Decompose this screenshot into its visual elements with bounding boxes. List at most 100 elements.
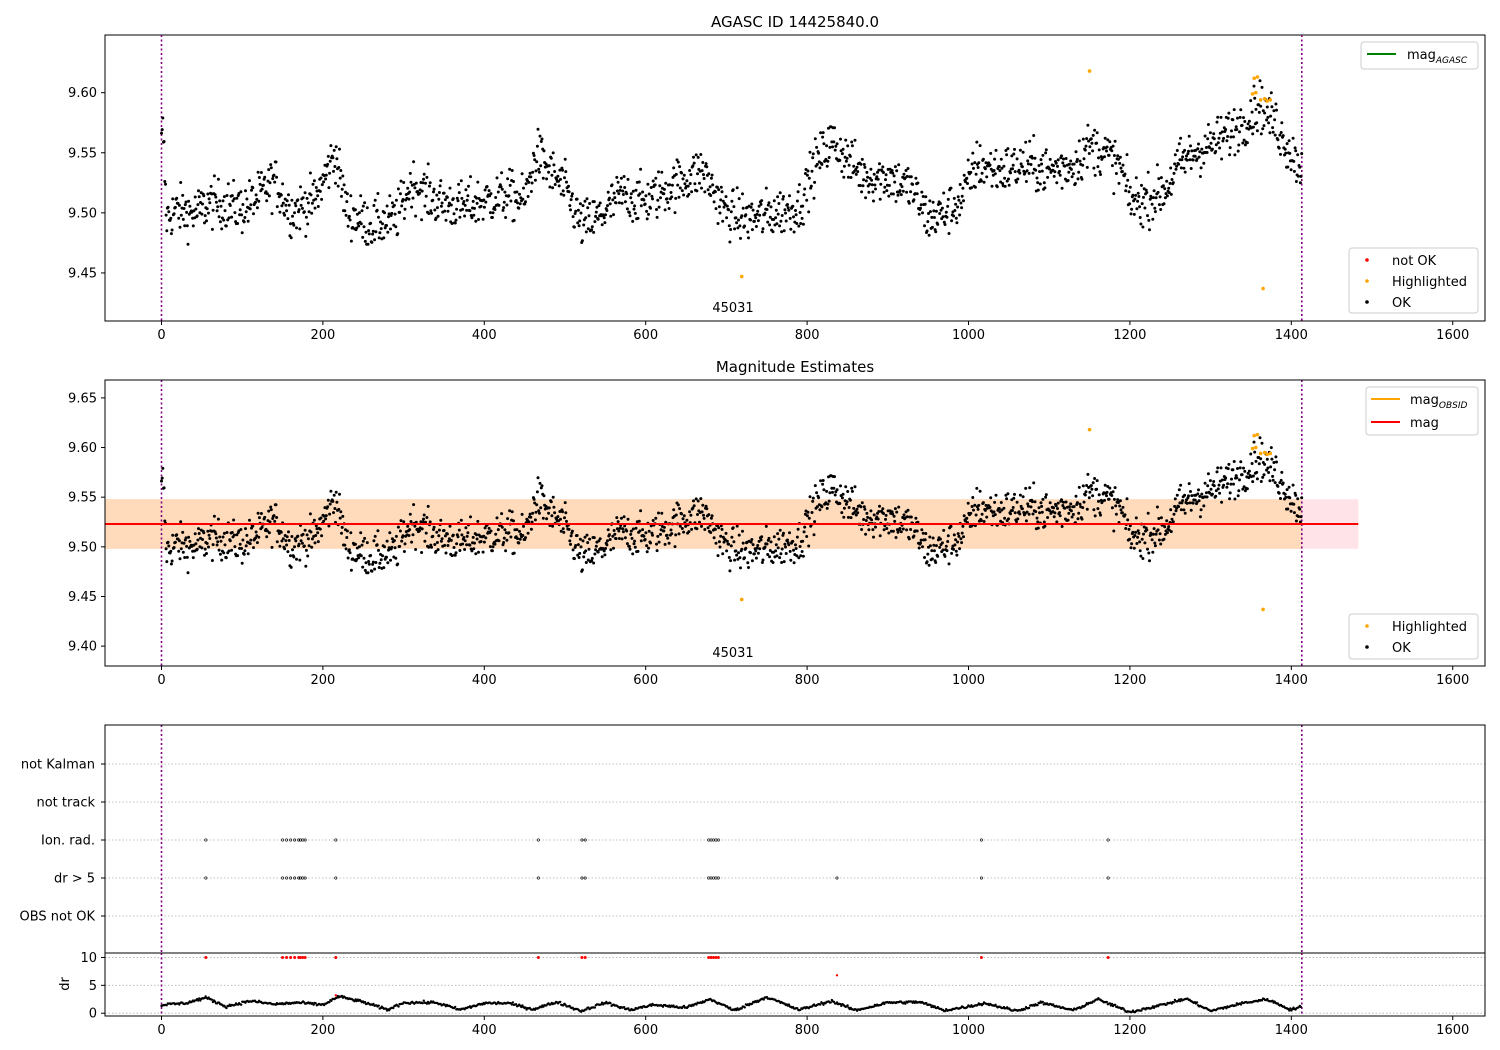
ok-point	[655, 215, 659, 219]
ok-point	[540, 484, 544, 488]
ok-point	[537, 511, 541, 515]
dr-flagged-point	[716, 955, 720, 959]
ok-point	[366, 571, 370, 575]
ok-point	[909, 528, 913, 531]
ok-point	[893, 519, 897, 523]
ok-point	[655, 549, 659, 553]
ok-point	[797, 183, 801, 187]
ok-point	[774, 543, 778, 547]
ok-point	[524, 536, 527, 540]
ok-point	[1170, 178, 1174, 181]
dr-point	[340, 994, 344, 998]
ok-point	[398, 192, 402, 196]
y-tick-label: 9.40	[68, 640, 97, 655]
dr-point	[210, 998, 213, 1001]
ok-point	[328, 159, 332, 163]
ok-point	[252, 212, 255, 216]
ok-point	[1270, 457, 1274, 461]
ok-point	[197, 532, 201, 535]
ok-point	[720, 527, 724, 531]
ok-point	[1214, 494, 1218, 498]
dr-point	[392, 1006, 395, 1010]
ok-point	[322, 519, 326, 523]
ok-point	[862, 163, 866, 166]
ok-point	[743, 556, 746, 560]
ok-point	[893, 165, 897, 169]
ok-point	[1228, 146, 1232, 150]
ok-point	[542, 149, 546, 153]
ok-point	[556, 515, 560, 519]
ok-point	[1241, 141, 1245, 145]
ok-point	[479, 204, 483, 208]
ok-point	[1209, 487, 1213, 491]
ok-point	[1299, 515, 1303, 519]
ok-point	[512, 218, 516, 222]
dr-flagged-point	[536, 955, 540, 959]
ok-point	[505, 538, 509, 542]
ok-point	[729, 210, 733, 214]
ok-point	[1153, 541, 1157, 545]
ok-point	[534, 169, 538, 173]
flag-point	[716, 876, 720, 880]
ok-point	[767, 536, 771, 540]
dr-point	[627, 1007, 630, 1010]
ok-point	[720, 190, 724, 194]
ok-point	[977, 161, 981, 165]
dr-flagged-point	[293, 955, 297, 959]
ok-point	[1092, 508, 1096, 512]
ok-point	[873, 183, 877, 187]
ok-point	[251, 524, 255, 528]
ok-point	[735, 553, 739, 557]
ok-point	[741, 529, 744, 533]
ok-point	[1040, 504, 1044, 508]
ok-point	[638, 192, 642, 196]
ok-point	[465, 543, 469, 547]
ok-point	[739, 566, 742, 570]
ok-point	[502, 200, 506, 204]
ok-point	[1113, 139, 1117, 143]
ok-point	[349, 531, 353, 535]
ok-point	[1298, 507, 1302, 511]
ok-point	[512, 551, 516, 555]
ok-point	[220, 227, 224, 231]
dr-point	[1260, 999, 1264, 1002]
ok-point	[531, 511, 535, 515]
ok-point	[1015, 157, 1019, 161]
ok-point	[201, 202, 204, 206]
ok-point	[970, 186, 973, 190]
ok-point	[463, 548, 467, 551]
ok-point	[399, 519, 403, 523]
ok-point	[1088, 490, 1092, 494]
ok-point	[805, 198, 809, 202]
ok-point	[840, 496, 844, 500]
ok-point	[813, 137, 817, 141]
ok-point	[242, 552, 246, 556]
y-tick-label: 9.55	[68, 491, 97, 506]
ok-point	[709, 176, 713, 180]
ok-point	[398, 544, 402, 548]
ok-point	[390, 201, 394, 205]
ok-point	[1141, 225, 1145, 229]
ok-point	[736, 557, 740, 561]
dr-point	[1036, 1003, 1039, 1007]
ok-point	[255, 206, 259, 210]
ok-point	[1046, 175, 1050, 179]
ok-point	[432, 528, 435, 531]
ok-point	[780, 214, 784, 217]
ok-point	[1251, 132, 1255, 136]
magnitude-panel: Magnitude Estimates 0 200 400 600 800 1000 120…	[68, 358, 1486, 688]
ok-point	[1187, 482, 1191, 486]
ok-point	[704, 504, 708, 508]
ok-point	[931, 536, 935, 540]
ok-point	[632, 542, 636, 546]
ok-point	[954, 216, 958, 220]
ok-point	[752, 552, 756, 556]
dr-flagged-point	[334, 994, 338, 997]
ok-point	[1118, 499, 1122, 503]
ok-point	[756, 219, 760, 223]
ok-point	[1218, 491, 1222, 495]
ok-point	[533, 178, 537, 182]
ok-point	[864, 532, 868, 536]
ok-point	[1159, 176, 1163, 180]
ok-point	[377, 548, 380, 552]
